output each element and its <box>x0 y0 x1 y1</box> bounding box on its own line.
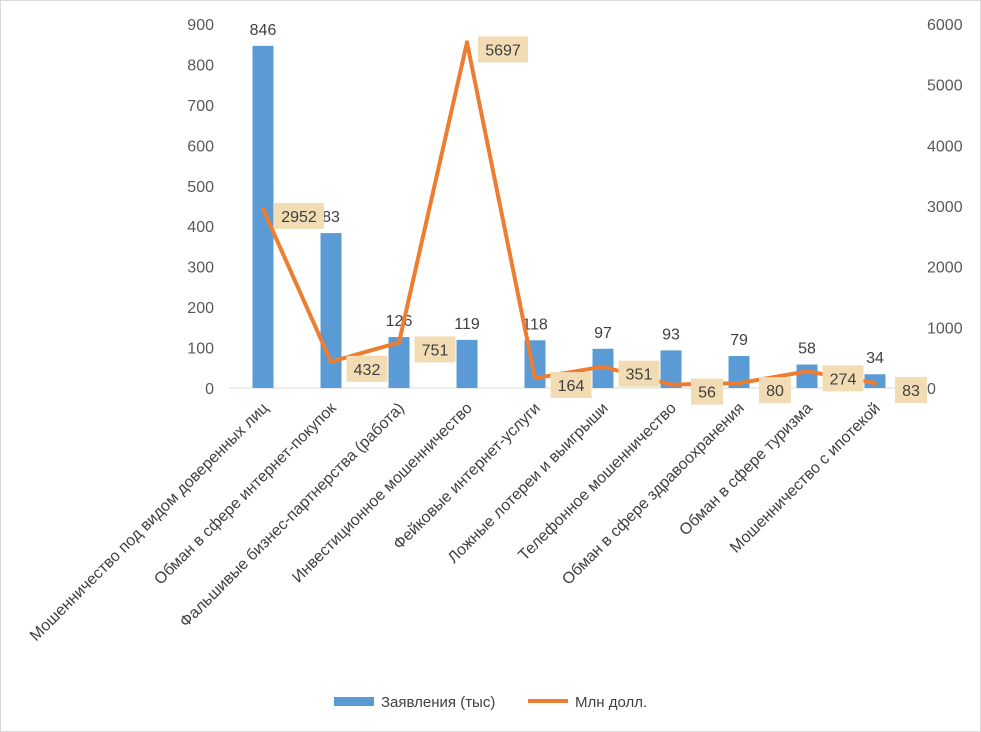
line-label-box <box>618 360 660 387</box>
left-axis-tick-label: 100 <box>187 341 214 358</box>
line-series <box>261 40 877 387</box>
line-data-label: 5697 <box>485 42 521 59</box>
bar <box>456 339 478 388</box>
bar-data-label: 118 <box>522 316 548 333</box>
line-data-label: 56 <box>698 385 716 402</box>
bar-data-label: 93 <box>662 326 680 343</box>
bar <box>796 364 818 388</box>
line-label-box <box>414 336 456 363</box>
bar-data-label: 846 <box>250 22 277 39</box>
line-label-box <box>895 376 927 403</box>
line-point <box>601 364 605 369</box>
line-data-label: 351 <box>626 367 653 384</box>
left-axis-tick-label: 400 <box>187 219 214 236</box>
category-label: Мошенничество с ипотекой <box>727 400 884 557</box>
line-label-box <box>550 372 592 399</box>
left-axis-tick-label: 700 <box>187 98 214 115</box>
left-axis-tick-label: 900 <box>187 17 214 34</box>
bar-data-label: 79 <box>730 332 748 349</box>
line-label-box <box>478 36 528 63</box>
line-data-label: 80 <box>766 383 784 400</box>
line-series-path <box>261 40 877 387</box>
left-axis-tick-label: 0 <box>205 381 214 398</box>
line-data-label: 83 <box>902 383 920 400</box>
bar-series <box>252 45 886 389</box>
line-data-label: 432 <box>354 362 381 379</box>
line-point <box>669 382 673 387</box>
right-axis-tick-label: 5000 <box>927 78 963 95</box>
right-axis-tick-label: 1000 <box>927 320 963 337</box>
legend-label-bars: Заявления (тыс) <box>381 694 495 711</box>
left-axis-tick-label: 600 <box>187 138 214 155</box>
line-label-box <box>346 355 388 382</box>
line-data-labels: 2952 432 751 5697 164 351 56 80 274 83 <box>274 36 927 405</box>
bar-data-label: 58 <box>798 341 816 358</box>
category-label: Фейковые интернет-услуги <box>390 400 543 553</box>
left-axis-tick-label: 200 <box>187 300 214 317</box>
right-axis-tick-label: 0 <box>927 381 936 398</box>
left-axis-tick-label: 500 <box>187 179 214 196</box>
line-label-box <box>691 378 723 405</box>
left-axis-ticks: 0 100 200 300 400 500 600 700 800 900 <box>187 17 214 398</box>
line-point <box>465 40 469 45</box>
line-point <box>329 359 333 364</box>
line-point <box>533 376 537 381</box>
right-axis-ticks: 0 1000 2000 3000 4000 5000 6000 <box>927 17 963 398</box>
right-axis-tick-label: 3000 <box>927 199 963 216</box>
bar <box>728 356 750 388</box>
line-point <box>737 381 741 386</box>
legend-label-line: Млн долл. <box>575 694 647 711</box>
left-axis-tick-label: 300 <box>187 260 214 277</box>
bar-data-label: 83 <box>322 209 340 226</box>
left-axis-tick-label: 800 <box>187 57 214 74</box>
right-axis-tick-label: 4000 <box>927 138 963 155</box>
bar-data-label: 119 <box>454 316 480 333</box>
bar-data-label: 34 <box>866 350 884 367</box>
bar-data-label: 97 <box>594 325 612 342</box>
legend-bar-swatch <box>334 697 374 706</box>
bar <box>388 337 410 388</box>
line-label-box <box>274 202 324 229</box>
right-axis-tick-label: 2000 <box>927 260 963 277</box>
line-point <box>873 380 877 385</box>
line-label-box <box>822 365 864 392</box>
bar-data-labels: 846 83 126 119 118 97 93 79 58 34 <box>250 22 884 367</box>
bar <box>660 350 682 388</box>
bar <box>252 45 274 389</box>
line-point <box>397 340 401 345</box>
line-point <box>805 369 809 374</box>
category-label: Обман в сфере туризма <box>676 400 815 539</box>
legend: Заявления (тыс) Млн долл. <box>334 694 647 711</box>
line-data-label: 274 <box>830 371 857 388</box>
line-data-label: 164 <box>558 378 585 395</box>
bar-data-label: 126 <box>386 313 413 330</box>
category-labels: Мошенничество под видом доверенных лиц Об… <box>27 399 884 645</box>
bar <box>320 233 342 388</box>
category-label: Мошенничество под видом доверенных лиц <box>27 400 272 645</box>
line-data-label: 2952 <box>281 209 317 226</box>
line-point <box>261 206 265 211</box>
right-axis-tick-label: 6000 <box>927 17 963 34</box>
line-label-box <box>759 377 791 404</box>
line-data-label: 751 <box>422 342 449 359</box>
